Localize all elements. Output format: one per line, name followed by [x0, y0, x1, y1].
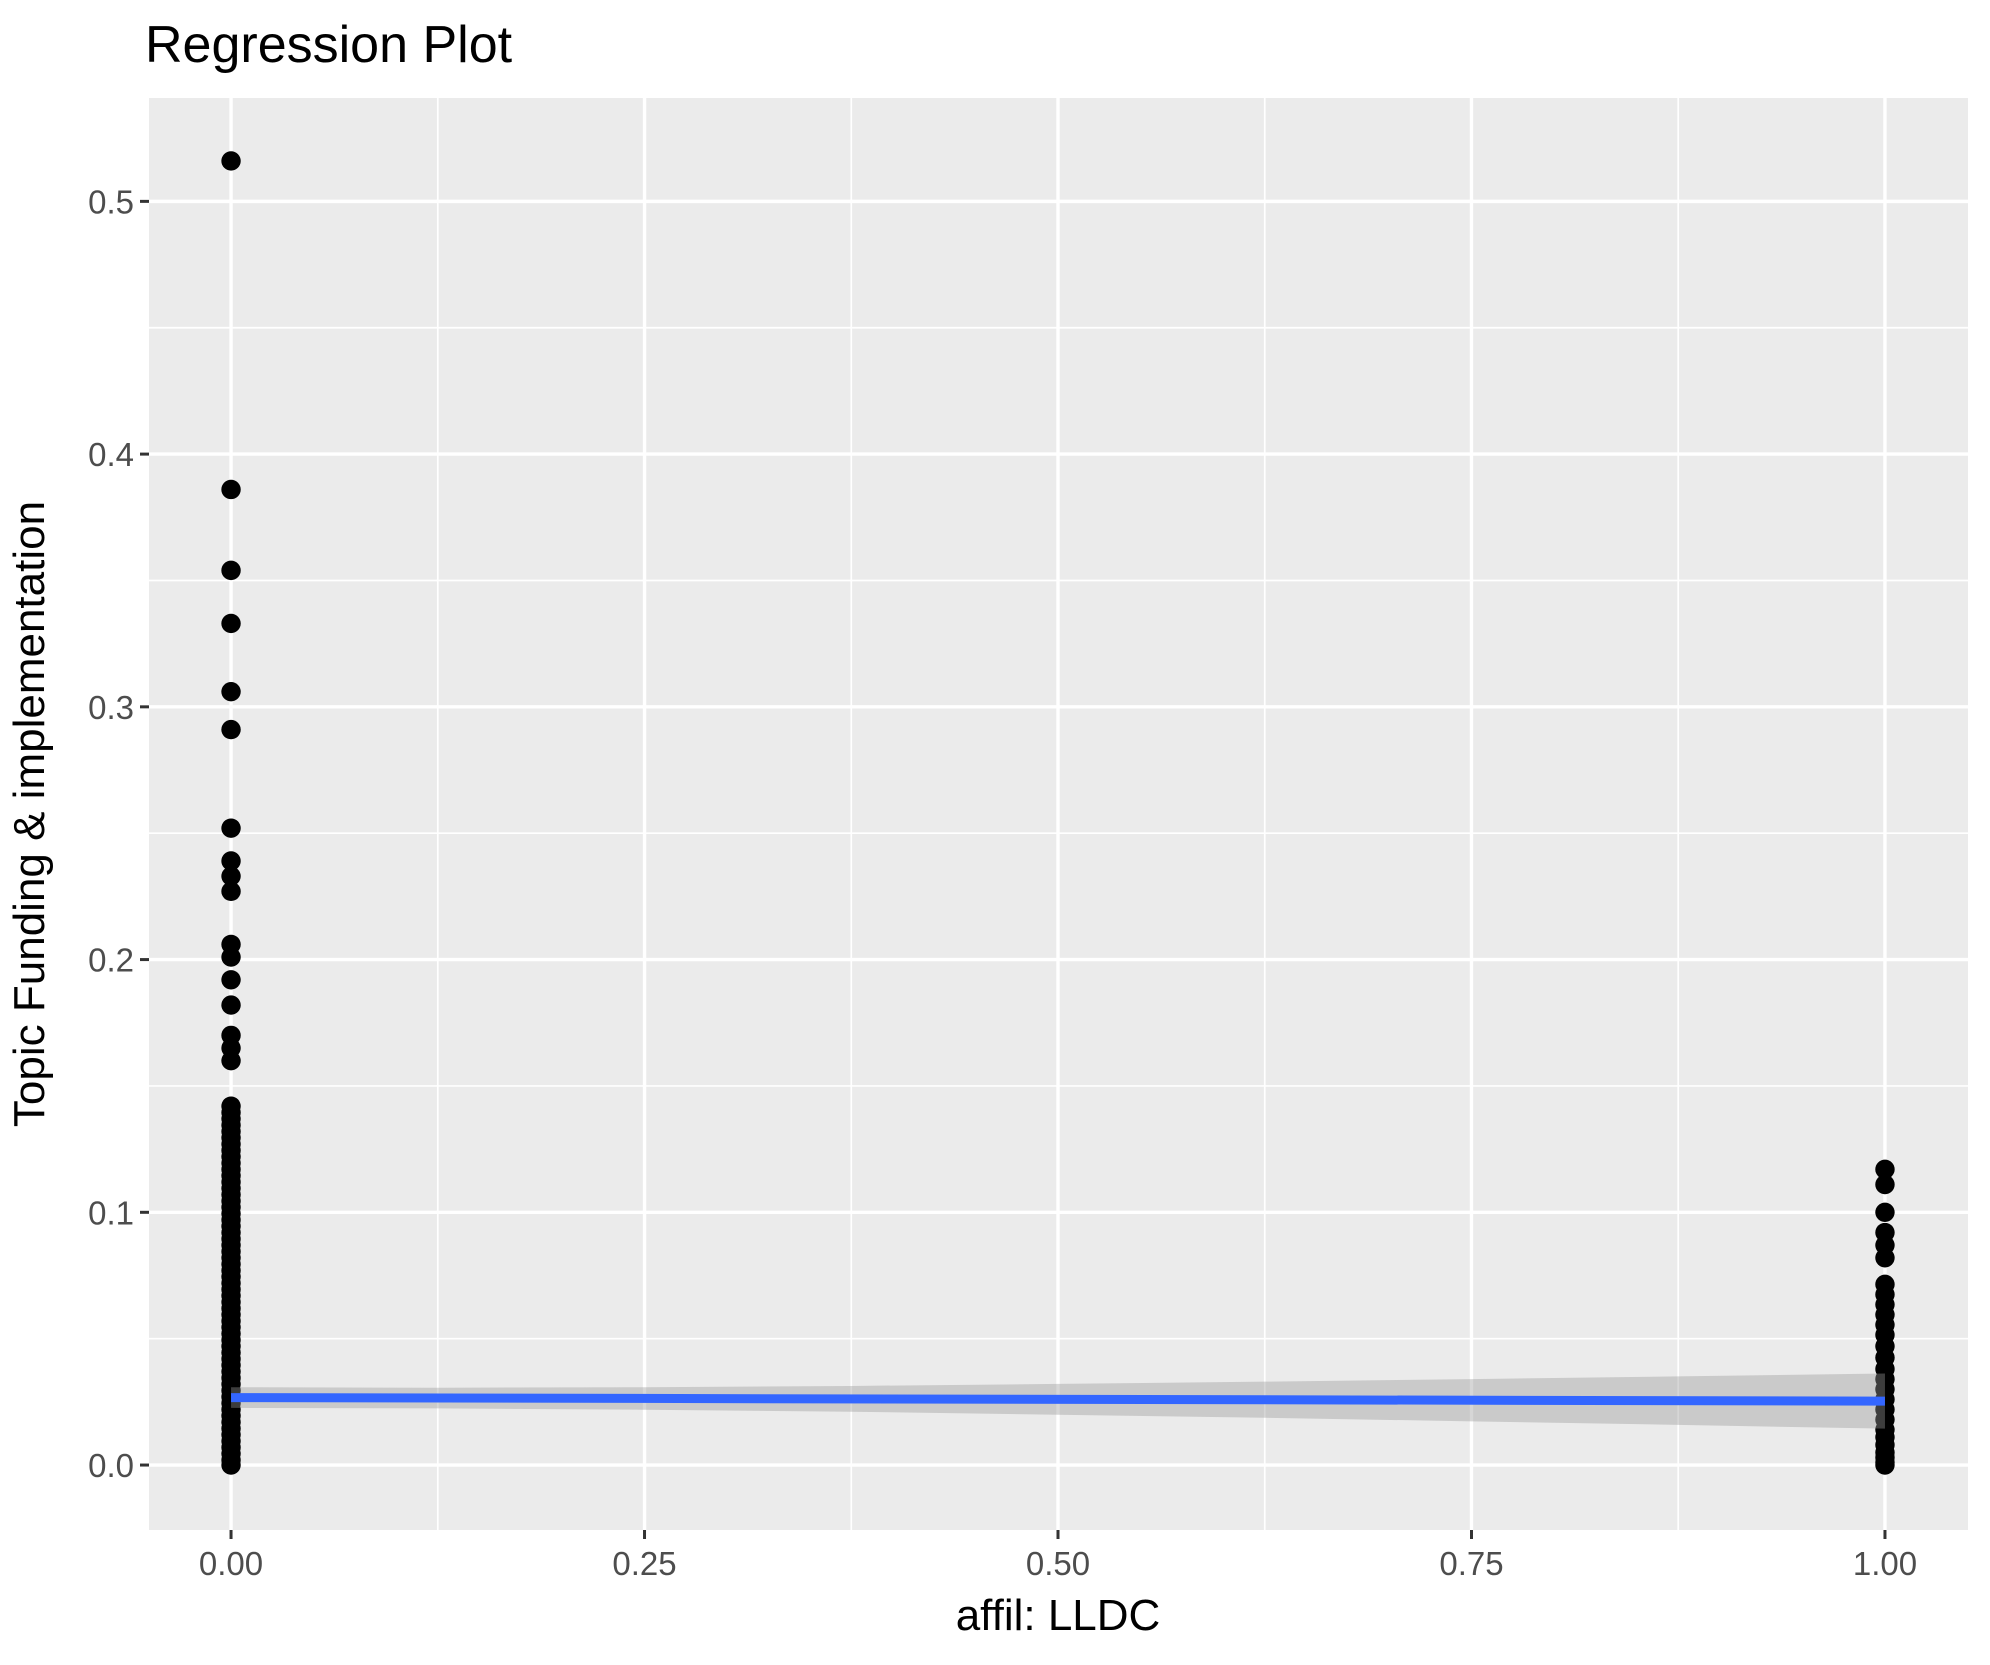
data-point: [221, 479, 241, 500]
x-tick-label: 0.75: [1439, 1545, 1503, 1582]
y-tick-label: 0.2: [88, 942, 134, 979]
y-tick-label: 0.0: [88, 1447, 134, 1484]
x-tick-label: 0.50: [1026, 1545, 1090, 1582]
data-point: [221, 681, 241, 702]
data-point: [221, 881, 241, 902]
data-point: [1875, 1174, 1895, 1195]
data-point: [1875, 1159, 1895, 1180]
x-tick-label: 0.00: [199, 1545, 263, 1582]
data-point: [221, 818, 241, 838]
plot-title: Regression Plot: [145, 16, 513, 74]
y-axis-title: Topic Funding & implementation: [5, 501, 54, 1127]
y-tick-label: 0.4: [88, 436, 134, 473]
y-tick-label: 0.5: [88, 183, 134, 220]
data-point: [221, 970, 241, 990]
points-affil-0: [221, 151, 241, 1475]
data-point: [1875, 1202, 1895, 1223]
y-tick-label: 0.1: [88, 1194, 134, 1231]
data-point: [221, 995, 241, 1015]
data-point: [221, 560, 241, 581]
data-point: [1875, 1248, 1895, 1268]
data-point: [221, 613, 241, 634]
data-point: [1875, 1455, 1895, 1475]
data-point: [221, 719, 241, 740]
data-point: [221, 851, 241, 871]
data-point: [221, 947, 241, 967]
data-point: [221, 1455, 241, 1475]
regression-line: [231, 1393, 1885, 1406]
x-tick-label: 1.00: [1853, 1545, 1917, 1582]
data-point: [221, 151, 241, 171]
data-point: [221, 1050, 241, 1071]
data-point: [221, 866, 241, 886]
x-tick-label: 0.25: [612, 1545, 676, 1582]
x-axis-title: affil: LLDC: [956, 1591, 1161, 1640]
plot-area: 0.00 0.25 0.50 0.75 1.00 0.0 0.1 0.2 0.3 0.4 0.5: [88, 98, 1968, 1582]
y-tick-label: 0.3: [88, 689, 134, 726]
